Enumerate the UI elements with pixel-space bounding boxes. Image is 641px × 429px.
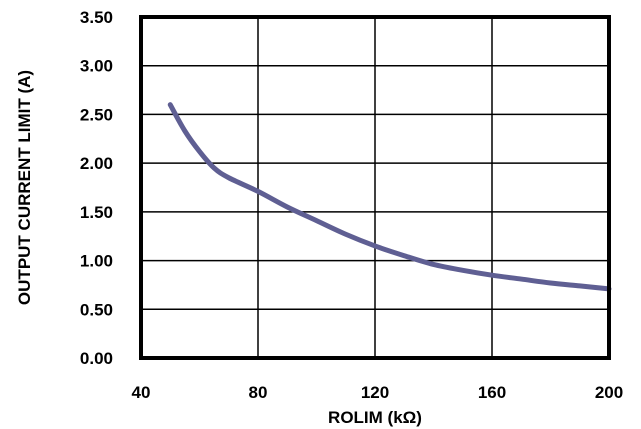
x-axis-label: ROLIM (kΩ) bbox=[328, 408, 422, 427]
y-tick-label: 0.00 bbox=[80, 349, 113, 368]
y-tick-label: 3.00 bbox=[80, 57, 113, 76]
y-tick-label: 1.50 bbox=[80, 203, 113, 222]
y-tick-label: 1.00 bbox=[80, 252, 113, 271]
x-tick-label: 40 bbox=[132, 383, 151, 402]
x-tick-label: 80 bbox=[249, 383, 268, 402]
y-axis-label: OUTPUT CURRENT LIMIT (A) bbox=[15, 70, 34, 305]
y-tick-labels: 0.00 0.50 1.00 1.50 2.00 2.50 3.00 3.50 bbox=[80, 8, 113, 368]
x-tick-label: 160 bbox=[478, 383, 506, 402]
x-tick-label: 120 bbox=[361, 383, 389, 402]
x-tick-label: 200 bbox=[595, 383, 623, 402]
y-tick-label: 0.50 bbox=[80, 300, 113, 319]
y-tick-label: 2.00 bbox=[80, 154, 113, 173]
series-line bbox=[167, 102, 612, 292]
y-tick-label: 2.50 bbox=[80, 105, 113, 124]
x-tick-labels: 40 80 120 160 200 bbox=[132, 383, 624, 402]
grid bbox=[140, 16, 610, 359]
plot-frame bbox=[139, 15, 611, 360]
series-layer bbox=[167, 102, 612, 292]
y-tick-label: 3.50 bbox=[80, 8, 113, 27]
